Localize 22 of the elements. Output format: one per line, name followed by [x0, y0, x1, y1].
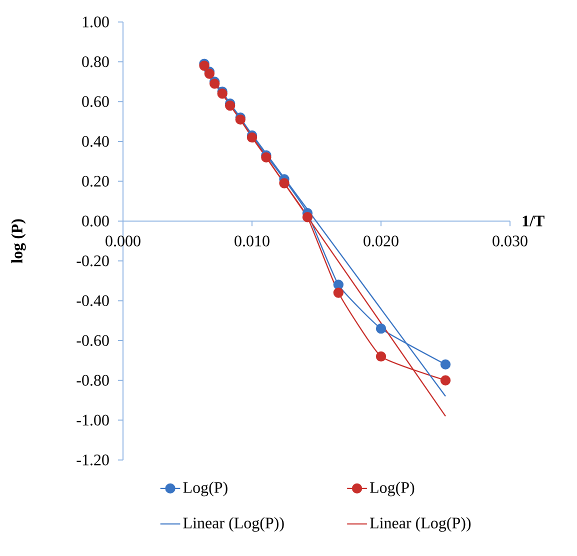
y-tick-label: -1.20	[76, 454, 109, 466]
legend-label: Linear (Log(P))	[183, 517, 284, 532]
legend-label: Linear (Log(P))	[370, 517, 471, 532]
x-tick-label: 0.010	[234, 236, 270, 246]
y-tick-label: 0.60	[82, 96, 109, 108]
x-tick-label: 0.000	[106, 236, 140, 246]
x-tick-label: 0.020	[364, 236, 398, 246]
y-tick-label: -0.80	[76, 374, 109, 386]
x-axis-title: 1/T	[522, 216, 544, 226]
y-tick-label: -0.40	[76, 295, 109, 306]
y-tick-label: 0.20	[82, 176, 109, 187]
y-tick-label: 0.00	[82, 216, 109, 227]
y-tick-label: -1.00	[76, 414, 109, 426]
y-tick-label: 1.00	[82, 16, 109, 28]
y-tick-label: -0.60	[76, 335, 109, 346]
legend-label: Log(P)	[183, 482, 228, 496]
y-tick-label: -0.20	[76, 255, 109, 266]
legend-label: Log(P)	[370, 482, 414, 496]
x-tick-label: 0.030	[492, 236, 528, 246]
y-tick-label: 0.80	[82, 56, 109, 68]
y-tick-label: 0.40	[82, 136, 109, 147]
y-axis-title: log (P)	[11, 219, 26, 264]
